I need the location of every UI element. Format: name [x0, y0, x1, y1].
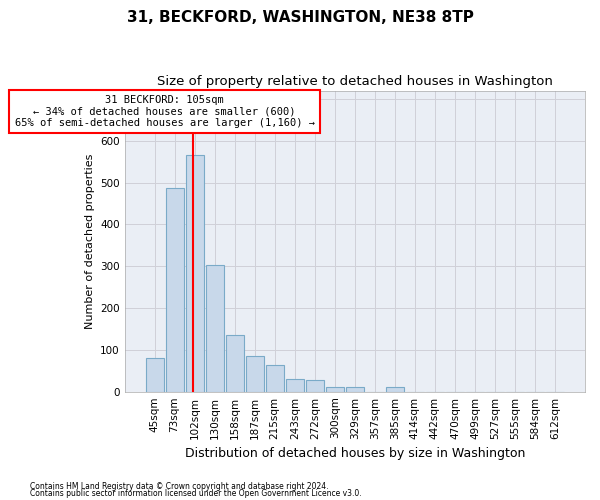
Bar: [206, 264, 224, 392]
Text: 31 BECKFORD: 105sqm
← 34% of detached houses are smaller (600)
65% of semi-detac: 31 BECKFORD: 105sqm ← 34% of detached ho…: [14, 95, 314, 128]
Bar: [166, 188, 184, 392]
Bar: [306, 380, 324, 392]
Bar: [226, 335, 244, 392]
X-axis label: Distribution of detached houses by size in Washington: Distribution of detached houses by size …: [185, 447, 525, 460]
Bar: [386, 388, 404, 392]
Title: Size of property relative to detached houses in Washington: Size of property relative to detached ho…: [157, 75, 553, 88]
Bar: [185, 154, 203, 392]
Bar: [346, 388, 364, 392]
Y-axis label: Number of detached properties: Number of detached properties: [85, 154, 95, 329]
Text: Contains HM Land Registry data © Crown copyright and database right 2024.: Contains HM Land Registry data © Crown c…: [30, 482, 329, 491]
Bar: [266, 366, 284, 392]
Text: 31, BECKFORD, WASHINGTON, NE38 8TP: 31, BECKFORD, WASHINGTON, NE38 8TP: [127, 10, 473, 25]
Bar: [146, 358, 164, 392]
Bar: [326, 388, 344, 392]
Text: Contains public sector information licensed under the Open Government Licence v3: Contains public sector information licen…: [30, 489, 362, 498]
Bar: [245, 356, 264, 392]
Bar: [286, 378, 304, 392]
